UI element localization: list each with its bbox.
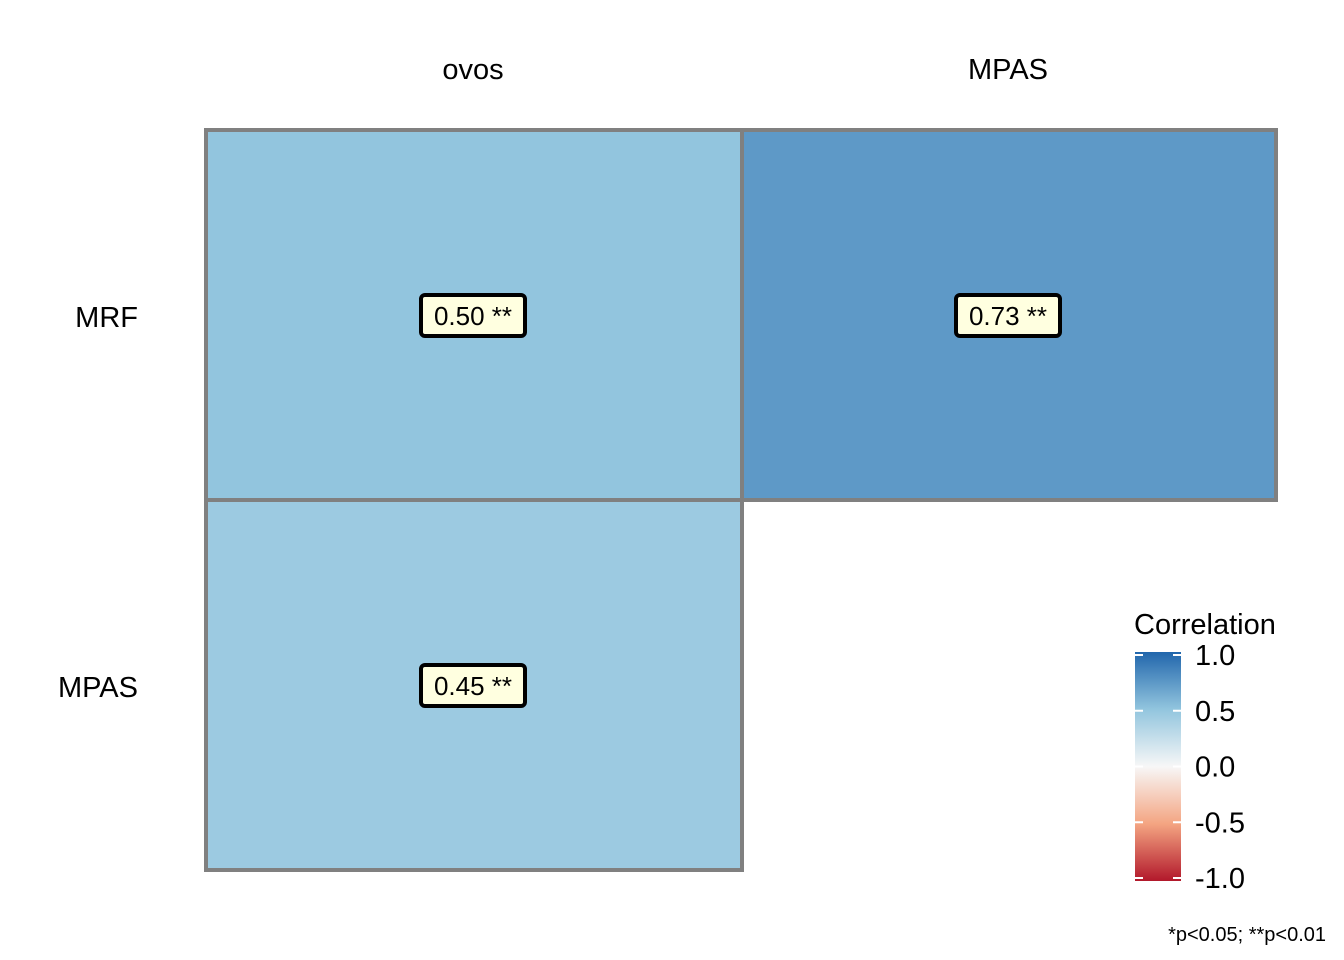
cell-value-text: 0.45 ** [434, 671, 512, 701]
row-label-mrf: MRF [75, 302, 138, 334]
cell-value-label-mrf-mpas: 0.73 ** [954, 293, 1062, 338]
cell-value-text: 0.73 ** [969, 301, 1047, 331]
cell-value-box [954, 293, 1062, 338]
significance-note: *p<0.05; **p<0.01 [1168, 924, 1326, 946]
color-legend: Correlation 1.0 0.5 0.0 -0.5 -1.0 [1134, 609, 1276, 895]
legend-tick-label: 1.0 [1195, 640, 1235, 672]
column-label-mpas: MPAS [968, 54, 1048, 86]
legend-tick-label: -1.0 [1195, 863, 1245, 895]
cell-value-text: 0.50 ** [434, 301, 512, 331]
legend-ticks: 1.0 0.5 0.0 -0.5 -1.0 [1135, 640, 1245, 895]
legend-tick-label: 0.0 [1195, 752, 1235, 784]
cell-value-box [419, 663, 527, 708]
row-label-mpas: MPAS [58, 672, 138, 704]
legend-tick-label: -0.5 [1195, 807, 1245, 839]
legend-title: Correlation [1134, 609, 1276, 641]
legend-tick-label: 0.5 [1195, 696, 1235, 728]
cell-value-label-mpas-ovos: 0.45 ** [419, 663, 527, 708]
cell-value-label-mrf-ovos: 0.50 ** [419, 293, 527, 338]
cell-value-box [419, 293, 527, 338]
column-label-ovos: ovos [442, 54, 503, 86]
